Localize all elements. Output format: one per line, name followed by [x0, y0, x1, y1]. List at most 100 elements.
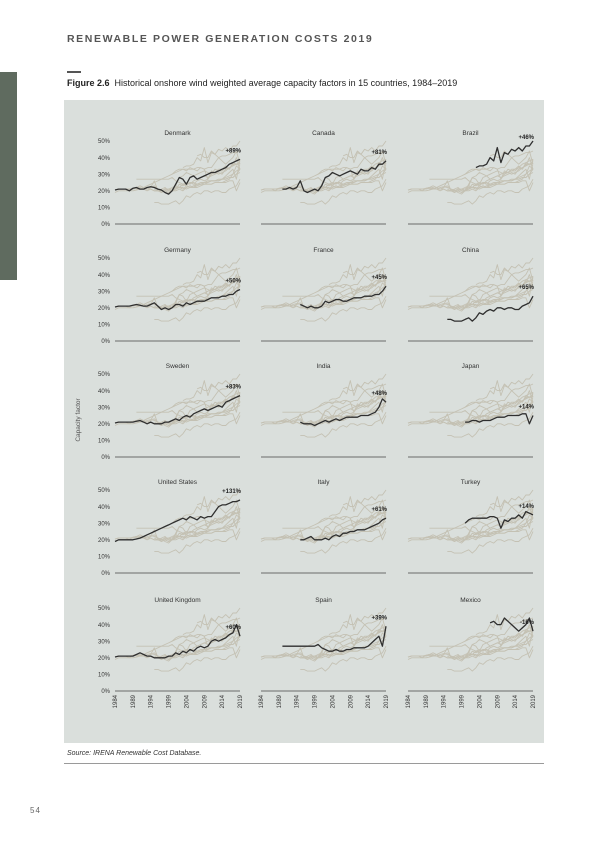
change-annotation: +61%: [371, 507, 387, 513]
highlight-series-line: [114, 499, 241, 543]
background-series-line: [300, 165, 387, 193]
background-series-line: [114, 506, 241, 541]
background-series-line: [429, 276, 534, 302]
background-series-line: [182, 140, 241, 169]
x-tick-label: 1984: [406, 694, 412, 708]
x-tick-label: 1989: [424, 694, 430, 708]
background-series-line: [282, 627, 387, 660]
background-series-line: [447, 527, 534, 554]
background-series-line: [429, 509, 534, 542]
background-series-line: [447, 398, 534, 426]
panel-title: France: [313, 247, 334, 254]
background-series-line: [136, 508, 241, 534]
background-series-line: [260, 499, 387, 542]
background-series-line: [136, 277, 241, 310]
background-series-line: [407, 383, 534, 426]
source-note: Source: IRENA Renewable Cost Database.: [67, 750, 202, 757]
y-tick-label: 10%: [98, 673, 111, 679]
background-series-line: [136, 509, 241, 542]
figure-label: Figure 2.6: [67, 78, 110, 88]
highlight-series-line: [282, 160, 387, 194]
x-tick-label: 1984: [113, 694, 119, 708]
highlight-series-line: [114, 158, 241, 195]
section-side-tab: [0, 72, 17, 280]
background-series-line: [429, 393, 534, 426]
background-series-line: [154, 411, 241, 438]
background-series-line: [260, 390, 387, 425]
caption-dash: [67, 71, 81, 73]
highlight-series-line: [114, 623, 241, 659]
panel-title: United States: [158, 479, 198, 486]
y-tick-label: 10%: [98, 206, 111, 212]
background-series-line: [328, 140, 387, 169]
background-series-line: [342, 499, 387, 514]
background-series-line: [328, 489, 387, 518]
highlight-series-line: [464, 510, 534, 529]
y-tick-label: 40%: [98, 156, 111, 162]
highlight-series-line: [465, 413, 534, 425]
background-series-line: [260, 624, 387, 659]
change-annotation: +46%: [518, 135, 534, 141]
background-series-line: [407, 506, 534, 541]
x-tick-label: 1989: [131, 694, 137, 708]
y-tick-label: 40%: [98, 389, 111, 395]
background-series-line: [196, 267, 241, 282]
y-tick-label: 20%: [98, 656, 111, 662]
background-series-line: [282, 159, 387, 185]
background-series-line: [260, 383, 387, 426]
panel-italy: Italy +61%: [260, 479, 388, 574]
y-tick-label: 50%: [98, 372, 111, 378]
x-tick-label: 1994: [442, 694, 448, 708]
x-tick-label: 2014: [513, 694, 519, 708]
background-series-line: [447, 645, 534, 672]
background-series-line: [114, 383, 241, 426]
background-series-line: [196, 617, 241, 632]
background-series-line: [182, 373, 241, 402]
y-tick-label: 0%: [101, 571, 110, 577]
change-annotation: +81%: [371, 150, 387, 156]
y-tick-label: 40%: [98, 273, 111, 279]
y-tick-label: 50%: [98, 488, 111, 494]
y-tick-label: 0%: [101, 689, 110, 695]
background-series-line: [447, 514, 534, 542]
background-series-line: [475, 489, 534, 518]
background-series-line: [447, 165, 534, 193]
background-series-line: [136, 393, 241, 426]
background-series-line: [154, 398, 241, 426]
background-series-line: [318, 297, 387, 309]
panel-title: Italy: [318, 479, 331, 486]
panel-canada: Canada +81%: [260, 130, 388, 225]
highlight-series-line: [300, 517, 387, 541]
change-annotation: +60%: [225, 625, 241, 631]
background-series-line: [489, 383, 534, 398]
x-tick-label: 2004: [330, 694, 336, 708]
background-series-line: [260, 267, 387, 310]
background-series-line: [154, 165, 241, 193]
panel-title: Spain: [315, 597, 332, 604]
panel-title: Germany: [164, 247, 191, 254]
background-series-line: [300, 178, 387, 205]
x-tick-label: 1994: [295, 694, 301, 708]
panel-title: Canada: [312, 130, 335, 137]
change-annotation: +39%: [371, 615, 387, 621]
background-series-line: [328, 607, 387, 636]
panel-turkey: Turkey +14%: [407, 479, 535, 574]
background-series-line: [429, 627, 534, 660]
figure-caption: Figure 2.6 Historical onshore wind weigh…: [67, 78, 457, 88]
background-series-line: [154, 178, 241, 205]
x-tick-label: 2009: [495, 694, 501, 708]
y-tick-label: 0%: [101, 455, 110, 461]
y-tick-label: 0%: [101, 222, 110, 228]
background-series-line: [429, 392, 534, 418]
change-annotation: +45%: [371, 275, 387, 281]
panel-india: India +48%: [260, 363, 388, 458]
x-tick-label: 1994: [149, 694, 155, 708]
y-tick-label: 20%: [98, 538, 111, 544]
y-tick-label: 30%: [98, 521, 111, 527]
background-series-line: [300, 514, 387, 542]
background-series-line: [260, 157, 387, 192]
y-tick-label: 50%: [98, 139, 111, 145]
highlight-series-line: [447, 295, 534, 322]
background-series-line: [489, 499, 534, 514]
